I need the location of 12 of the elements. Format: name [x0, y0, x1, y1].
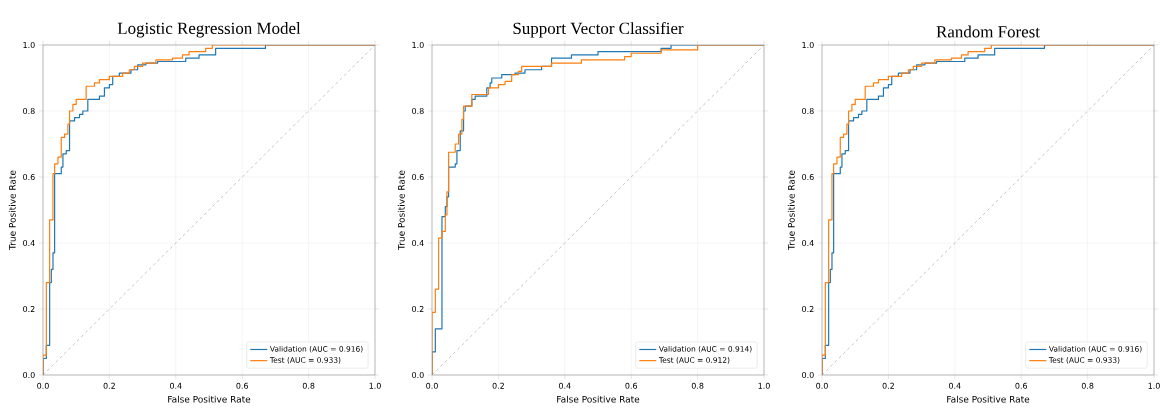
line-series — [822, 45, 1155, 375]
chart-title: Logistic Regression Model — [117, 22, 301, 38]
line-series — [43, 45, 376, 375]
chart-title: Support Vector Classifier — [513, 21, 684, 38]
y-axis-title: True Positive Rate — [8, 170, 16, 250]
x-axis-title: False Positive Rate — [947, 395, 1030, 403]
x-axis-title: False Positive Rate — [168, 395, 251, 403]
line-series — [432, 45, 765, 375]
y-axis-title: True Positive Rate — [787, 170, 795, 250]
x-axis-title: False Positive Rate — [557, 395, 640, 403]
y-axis-title: True Positive Rate — [397, 170, 405, 250]
chart-title: Random Forest — [936, 25, 1040, 38]
